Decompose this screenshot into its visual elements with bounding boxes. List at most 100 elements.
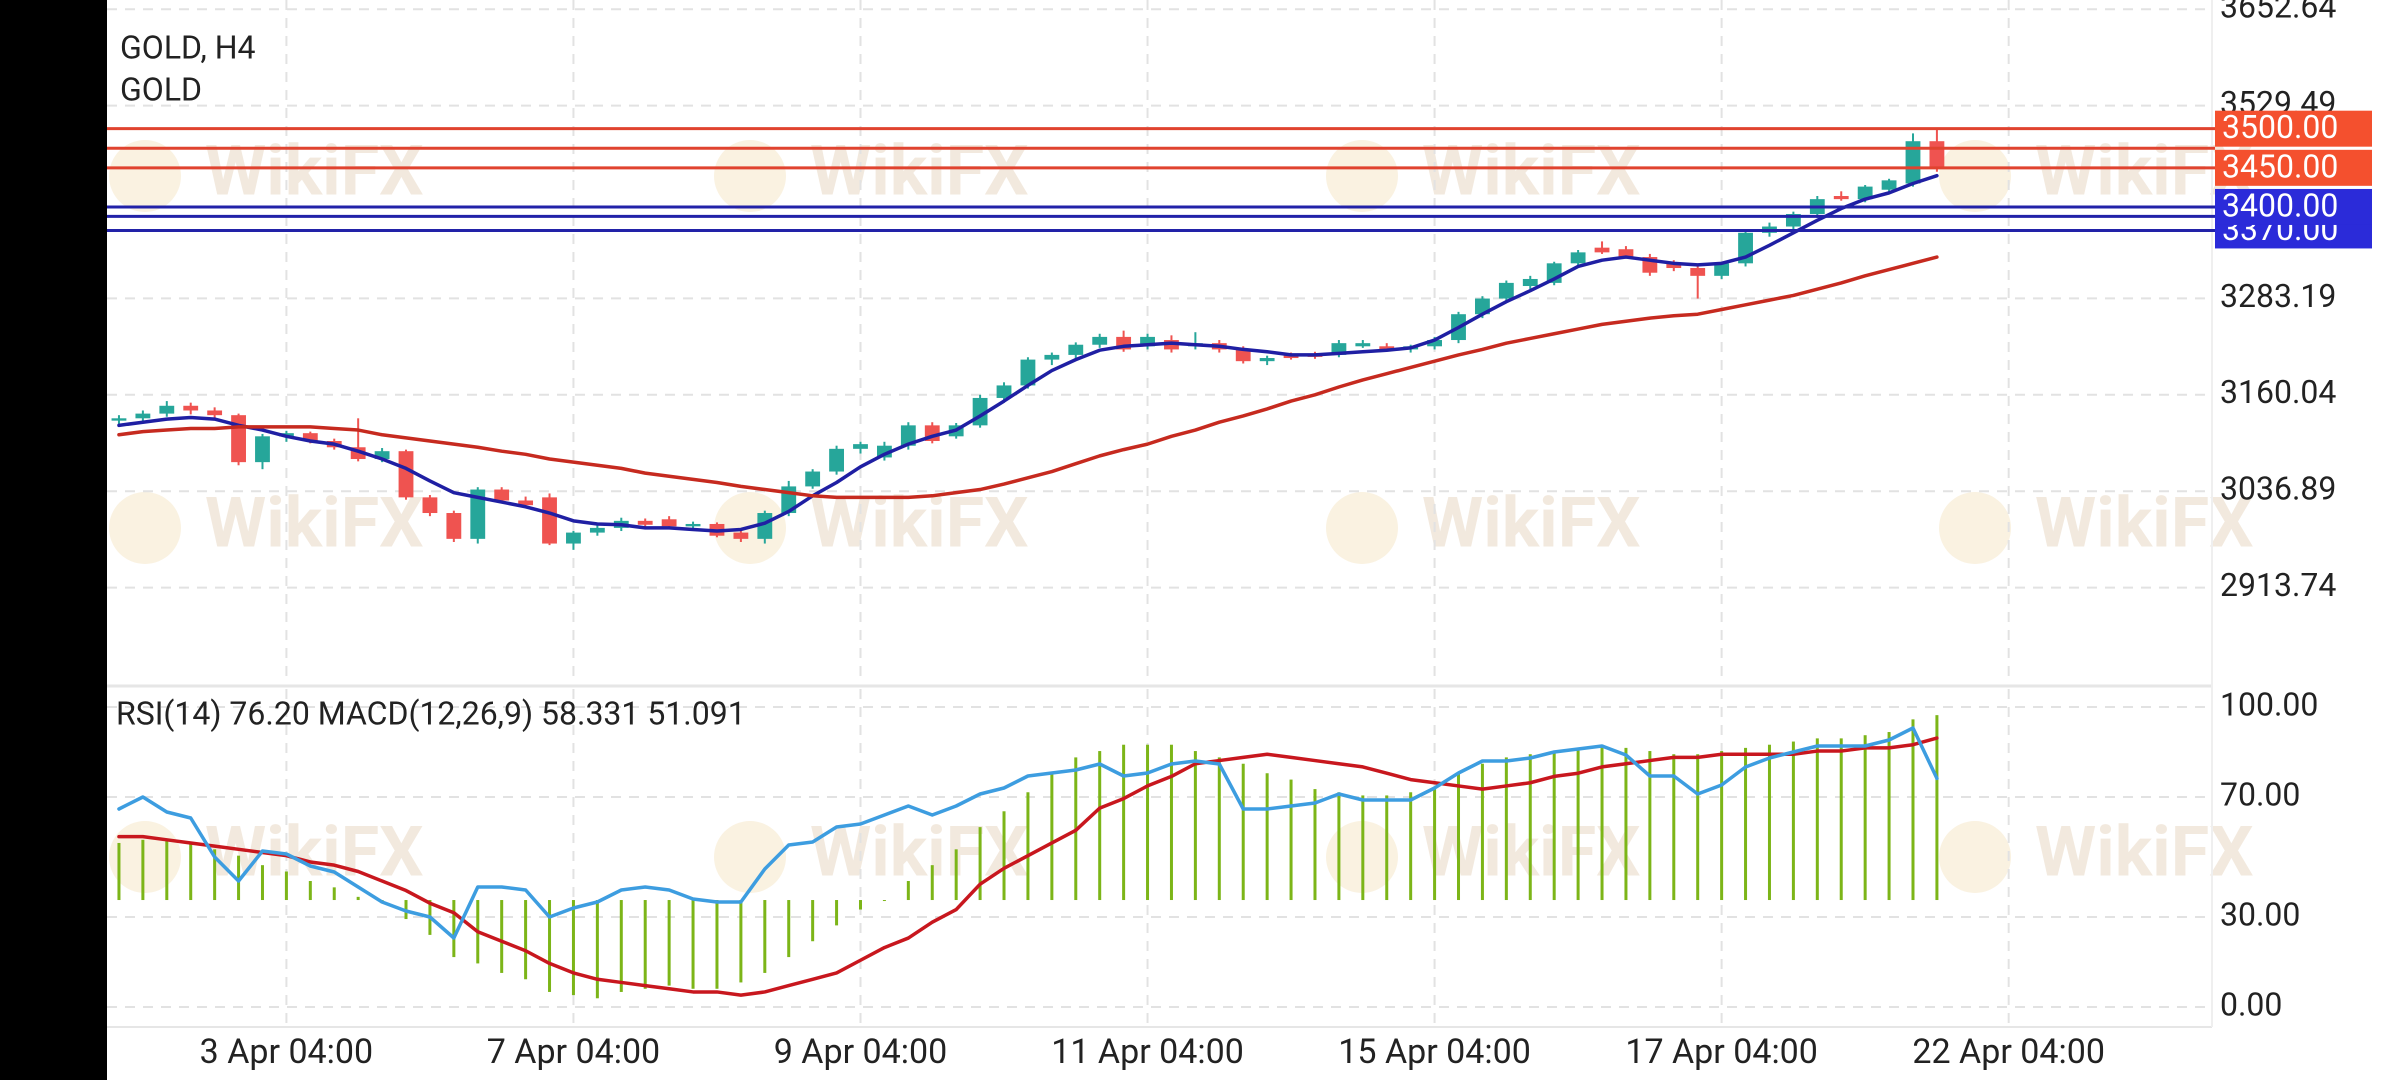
macd-bar (1241, 763, 1245, 901)
candle-body (302, 433, 318, 442)
candle-body (398, 451, 414, 498)
x-tick-label: 7 Apr 04:00 (487, 1032, 660, 1072)
macd-bar (811, 900, 815, 942)
macd-bar (1409, 792, 1413, 901)
macd-bar (356, 896, 360, 901)
y-tick-label: 3036.89 (2220, 470, 2336, 508)
macd-bar (1911, 719, 1915, 901)
candle-body (350, 447, 366, 460)
candle-body (207, 410, 223, 416)
macd-bar (739, 900, 743, 983)
macd-bar (1528, 754, 1532, 901)
macd-bar (1791, 741, 1795, 901)
candle-body (1355, 343, 1371, 347)
macd-bar (141, 839, 145, 901)
macd-bar (452, 900, 456, 958)
indicator-title: RSI(14) 76.20 MACD(12,26,9) 58.331 51.09… (116, 694, 746, 732)
macd-bar (1169, 744, 1173, 901)
macd-bar (1624, 747, 1628, 901)
macd-bar (524, 900, 528, 980)
candle-body (518, 500, 534, 506)
candle-body (1498, 282, 1514, 299)
watermark-logo (1326, 140, 1398, 212)
candle-body (374, 451, 390, 460)
macd-bar (1863, 735, 1867, 901)
macd-bar (715, 900, 719, 989)
candle-body (1379, 346, 1395, 350)
marks (107, 127, 2215, 999)
candle-body (1068, 344, 1084, 355)
x-tick-label: 17 Apr 04:00 (1625, 1032, 1818, 1072)
macd-bar (643, 900, 647, 989)
macd-bar (978, 827, 982, 901)
y-tick-label: 70.00 (2220, 775, 2300, 813)
y-tick-label: 0.00 (2220, 985, 2282, 1023)
macd-bar (1935, 715, 1939, 901)
macd-bar (1433, 789, 1437, 901)
left-bar (0, 0, 107, 1080)
watermark-logo (1326, 492, 1398, 564)
x-tick-label: 3 Apr 04:00 (200, 1032, 373, 1072)
candle-body (1929, 141, 1945, 169)
macd-bar (763, 900, 767, 973)
watermark: WikiFX (205, 482, 424, 564)
macd-bar (1457, 773, 1461, 901)
candle-body (566, 532, 581, 544)
price-label: 3450.00 (2222, 147, 2338, 185)
chart-subtitle: GOLD (120, 70, 202, 108)
candle-body (1235, 349, 1251, 362)
macd-bar (1504, 757, 1508, 901)
candle-body (1331, 343, 1347, 355)
candle-body (829, 448, 844, 472)
macd-bar (691, 900, 695, 989)
candle-body (135, 413, 151, 419)
macd-bar (1265, 773, 1269, 901)
macd-bar (1648, 751, 1652, 901)
macd-bar (571, 900, 575, 996)
macd-bar (1193, 751, 1197, 901)
watermark-logo (1939, 140, 2011, 212)
macd-bar (835, 900, 839, 926)
watermark: WikiFX (810, 482, 1029, 564)
grid (107, 0, 2212, 1027)
macd-bar (117, 842, 121, 901)
watermark: WikiFX (205, 130, 424, 212)
macd-bar (1026, 792, 1030, 901)
x-tick-label: 15 Apr 04:00 (1338, 1032, 1531, 1072)
price-label: 3400.00 (2222, 186, 2338, 224)
watermark-logo (109, 140, 181, 212)
macd-bar (1385, 795, 1389, 901)
watermark-logo (1939, 821, 2011, 893)
candle-body (589, 527, 605, 533)
watermark-logo (714, 821, 786, 893)
candle-body (1594, 247, 1610, 253)
line-series (117, 173, 1939, 533)
macd-bar (260, 865, 264, 901)
macd-bar (954, 849, 958, 901)
macd-bar (858, 900, 862, 910)
watermark-logo (109, 492, 181, 564)
candle-body (1427, 340, 1443, 347)
candle-body (446, 513, 462, 539)
candle-body (255, 436, 270, 463)
macd-bar (189, 842, 193, 901)
price-label-box (2215, 149, 2372, 186)
y-tick-label: 3283.19 (2220, 277, 2336, 315)
watermark: WikiFX (1422, 482, 1641, 564)
candle-body (1857, 186, 1873, 200)
macd-bar (1815, 738, 1819, 901)
macd-bar (595, 900, 599, 999)
macd-bar (500, 900, 504, 973)
line-series (117, 255, 1939, 500)
candle-body (996, 385, 1012, 398)
candle-body (637, 520, 653, 525)
macd-bar (213, 849, 217, 901)
line-series (117, 726, 1939, 940)
macd-bar (1289, 779, 1293, 901)
macd-bar (1480, 763, 1484, 901)
candle-body (805, 471, 821, 487)
candle-body (1044, 354, 1060, 360)
candle-body (661, 519, 677, 527)
